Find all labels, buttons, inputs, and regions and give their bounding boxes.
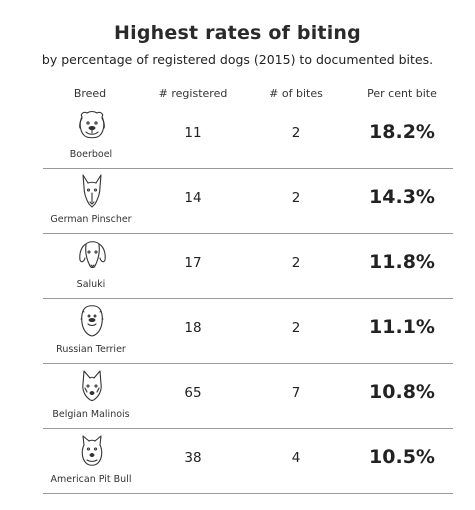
bites-count: 4 — [291, 450, 301, 466]
boerboel-icon — [75, 108, 109, 144]
column-header-breed: Breed — [73, 87, 107, 100]
registered-count: 14 — [184, 190, 202, 206]
saluki-icon — [75, 238, 109, 274]
table-row: Boerboel 11 2 18.2% — [43, 104, 453, 169]
table-header: Breed # registered # of bites Per cent b… — [0, 87, 475, 101]
breed-name: Russian Terrier — [56, 344, 126, 355]
column-header-bites: # of bites — [269, 87, 323, 100]
german-pinscher-icon — [75, 173, 109, 209]
breed-name: American Pit Bull — [50, 474, 132, 485]
bites-count: 2 — [291, 190, 301, 206]
bite-percent: 10.8% — [369, 381, 435, 403]
breed-name: Saluki — [76, 279, 106, 290]
bite-percent: 14.3% — [369, 186, 435, 208]
column-header-registered: # registered — [158, 87, 228, 100]
bites-count: 2 — [291, 125, 301, 141]
russian-terrier-icon — [75, 303, 109, 339]
breed-name: Belgian Malinois — [52, 409, 130, 420]
bites-count: 7 — [291, 385, 301, 401]
column-header-percent: Per cent bite — [367, 87, 437, 100]
registered-count: 38 — [184, 450, 202, 466]
bite-percent: 10.5% — [369, 446, 435, 468]
table-row: American Pit Bull 38 4 10.5% — [43, 429, 453, 494]
bites-count: 2 — [291, 255, 301, 271]
page-subtitle: by percentage of registered dogs (2015) … — [41, 52, 434, 67]
breed-name: Boerboel — [69, 149, 113, 160]
registered-count: 18 — [184, 320, 202, 336]
table-row: Saluki 17 2 11.8% — [43, 234, 453, 299]
table-row: Belgian Malinois 65 7 10.8% — [43, 364, 453, 429]
bite-percent: 11.1% — [369, 316, 435, 338]
table-row: Russian Terrier 18 2 11.1% — [43, 299, 453, 364]
page-title: Highest rates of biting — [114, 22, 361, 44]
breed-name: German Pinscher — [50, 214, 132, 225]
bites-count: 2 — [291, 320, 301, 336]
registered-count: 65 — [184, 385, 202, 401]
american-pit-bull-icon — [75, 433, 109, 469]
table-row: German Pinscher 14 2 14.3% — [43, 169, 453, 234]
bite-percent: 11.8% — [369, 251, 435, 273]
belgian-malinois-icon — [75, 368, 109, 404]
registered-count: 11 — [184, 125, 202, 141]
bite-percent: 18.2% — [369, 121, 435, 143]
registered-count: 17 — [184, 255, 202, 271]
